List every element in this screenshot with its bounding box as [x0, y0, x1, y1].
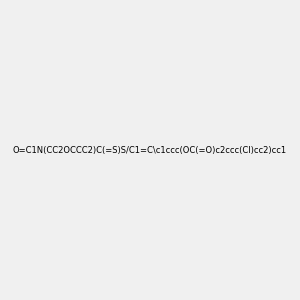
Text: O=C1N(CC2OCCC2)C(=S)S/C1=C\c1ccc(OC(=O)c2ccc(Cl)cc2)cc1: O=C1N(CC2OCCC2)C(=S)S/C1=C\c1ccc(OC(=O)c… — [13, 146, 287, 154]
